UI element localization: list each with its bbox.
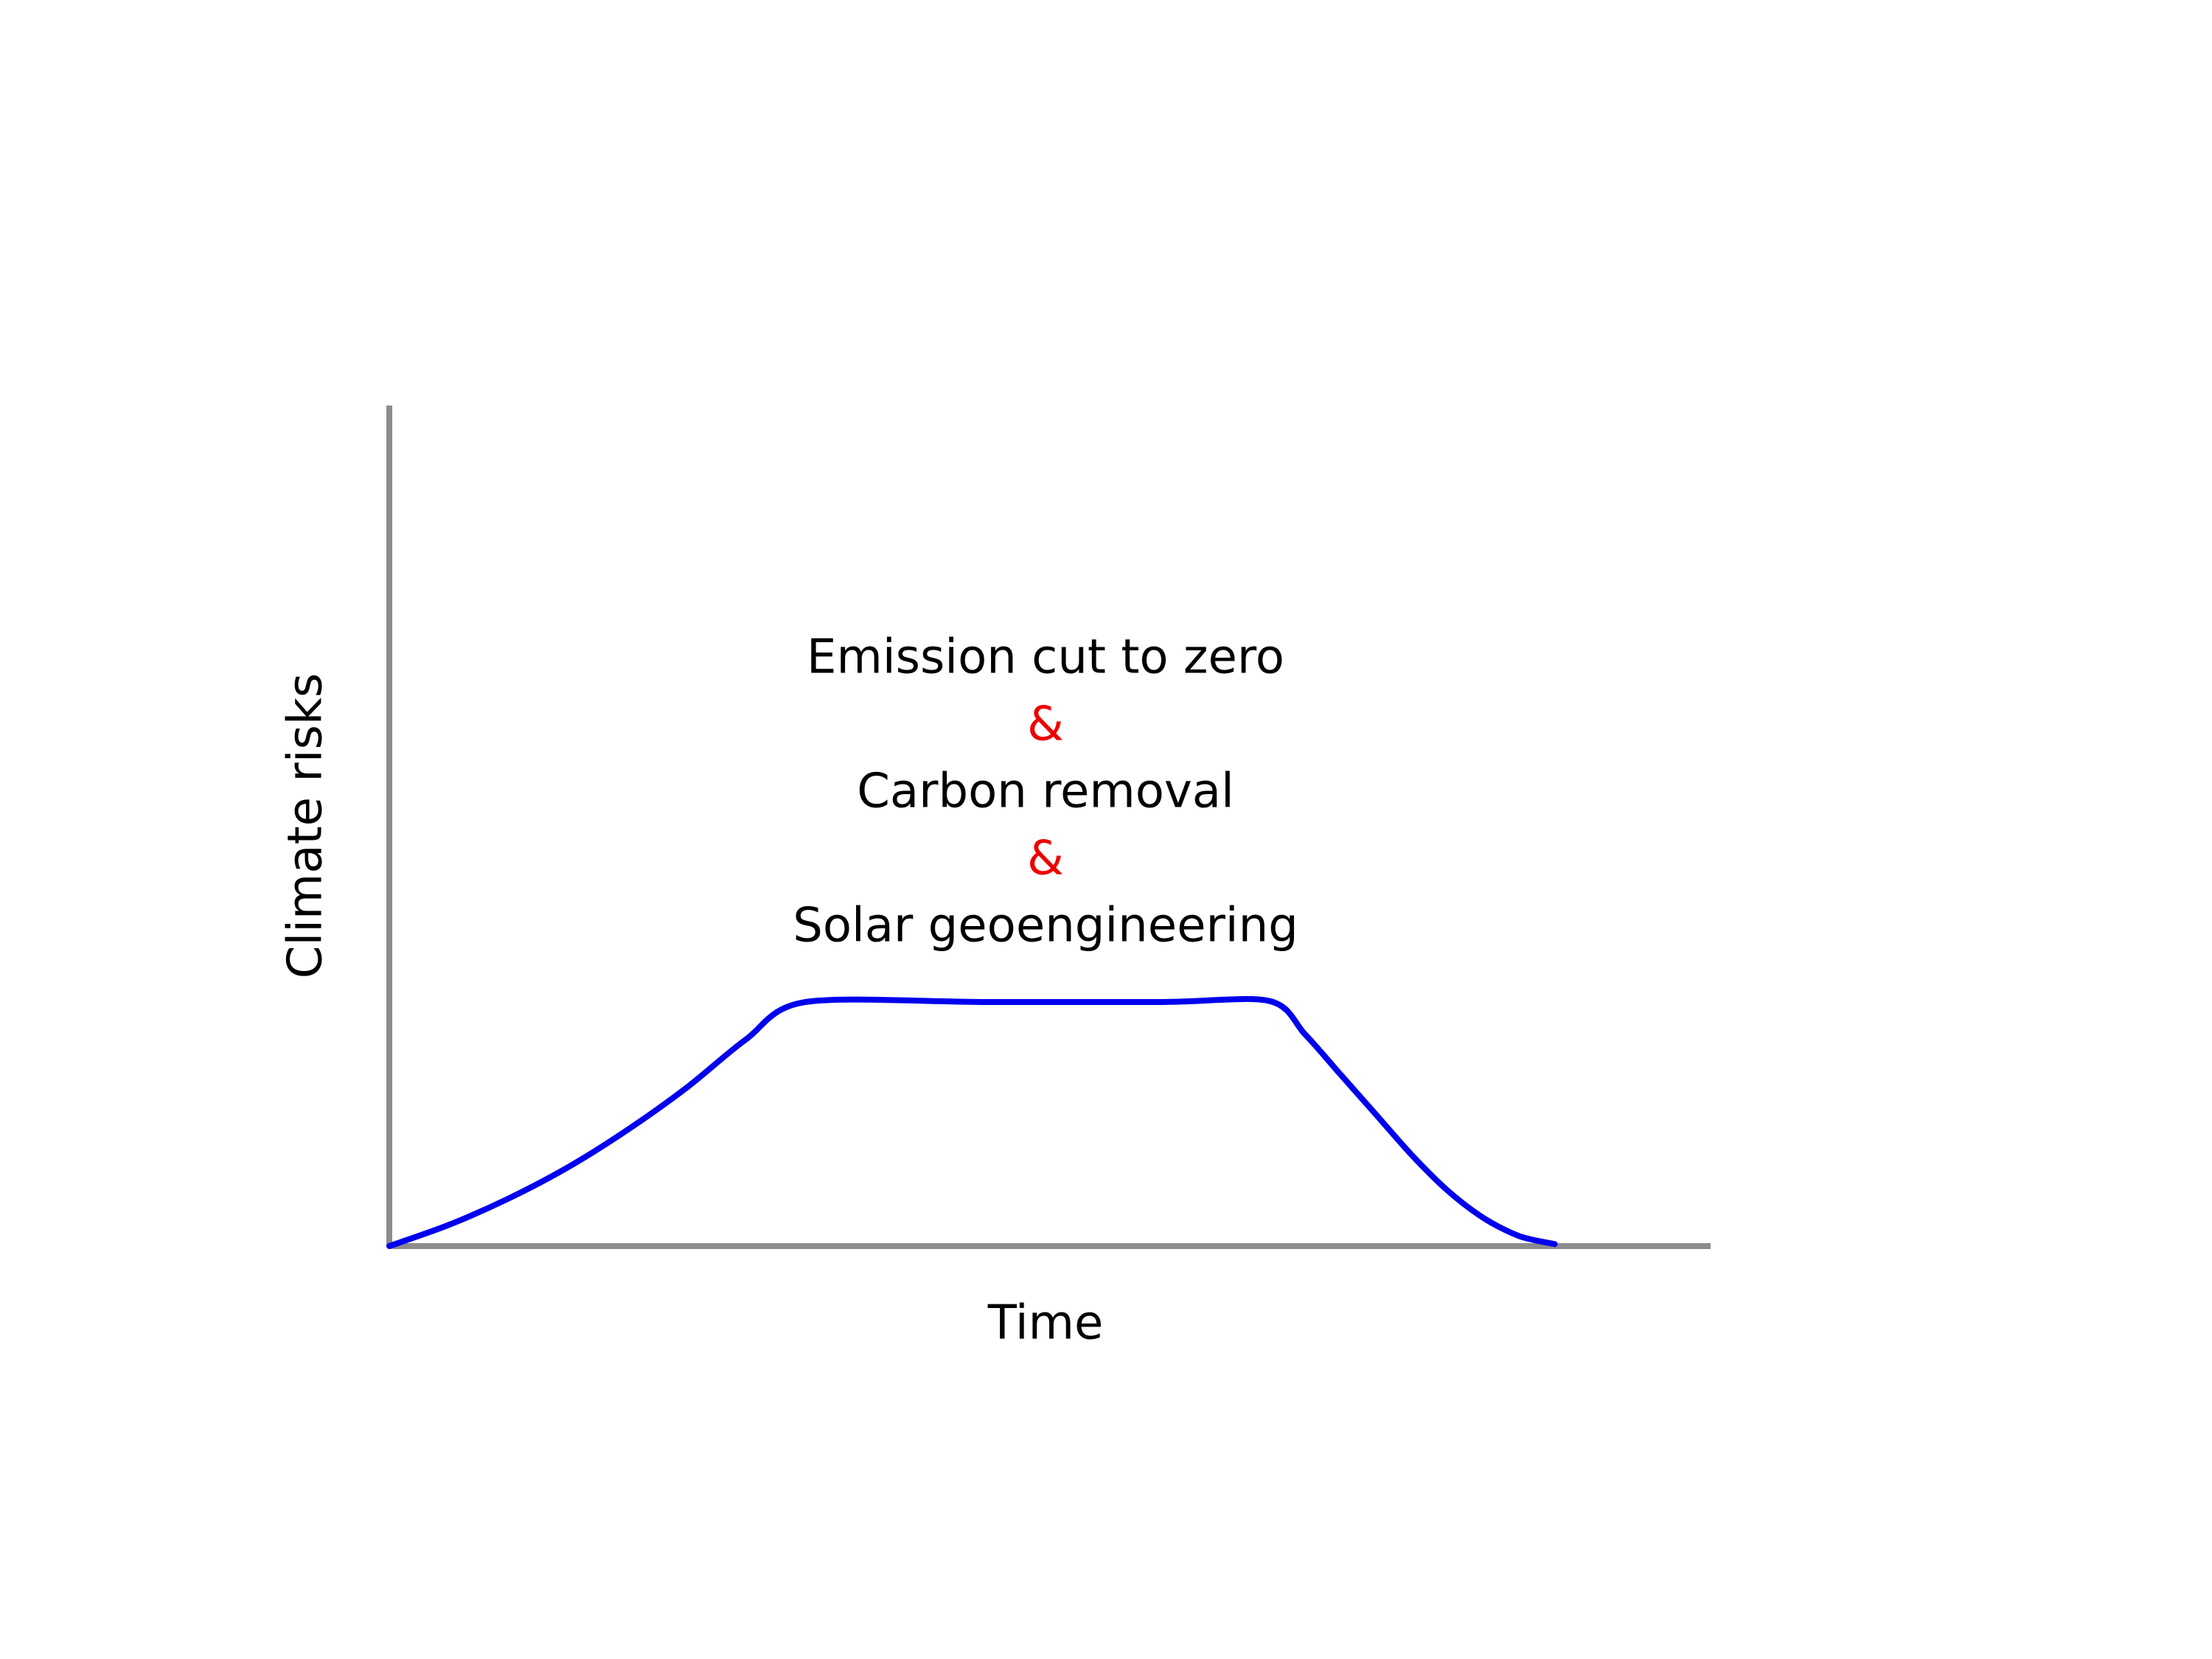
annotation-stack: Emission cut to zero & Carbon removal & Sola… [793,630,1298,953]
annotation-line: Carbon removal [857,765,1234,819]
series-line-climate-risk [386,995,1558,1249]
y-axis-label: Climate risks [279,673,333,978]
annotation-line: Emission cut to zero [807,630,1284,685]
chart-axes [386,406,1711,1249]
x-axis-label: Time [987,1296,1104,1351]
annotation-ampersand: & [1027,698,1064,752]
annotation-line: Solar geoengineering [793,899,1298,953]
annotation-ampersand: & [1027,832,1064,886]
